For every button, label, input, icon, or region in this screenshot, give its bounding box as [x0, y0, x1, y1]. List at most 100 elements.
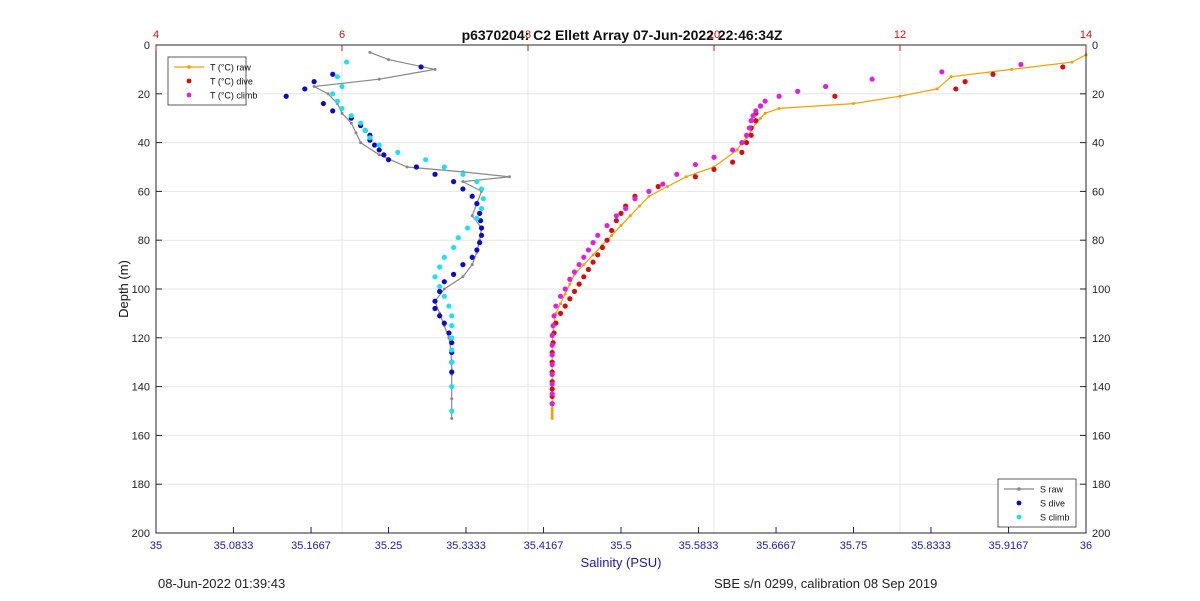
- data-point: [711, 154, 717, 160]
- data-point: [449, 347, 455, 353]
- data-point: [795, 88, 801, 94]
- data-point: [348, 113, 354, 119]
- data-point: [748, 118, 754, 124]
- series-t-dive: [549, 64, 1066, 407]
- y-tick-label: 140: [132, 382, 150, 394]
- data-point: [949, 75, 953, 79]
- data-point: [312, 84, 316, 88]
- y-tick-label: 0: [144, 40, 150, 52]
- y-axis-label: Depth (m): [116, 260, 131, 318]
- depth-axis-left: 0 20 40 60 80 100 120 140 160 180 200: [132, 40, 162, 540]
- y-tick-label-right: 120: [1092, 333, 1110, 345]
- data-point: [739, 140, 745, 146]
- legend-label: T (°C) climb: [210, 91, 257, 101]
- legend-temperature: T (°C) raw T (°C) dive T (°C) climb: [167, 56, 257, 106]
- x-bottom-tick-label: 35.75: [840, 540, 868, 552]
- data-point: [451, 179, 457, 185]
- data-point: [376, 147, 382, 153]
- data-point: [623, 205, 629, 212]
- data-point: [302, 86, 308, 92]
- x-bottom-tick-label: 35.8333: [911, 540, 951, 552]
- data-point: [437, 283, 443, 290]
- y-tick-label-right: 60: [1092, 186, 1104, 198]
- data-point: [460, 262, 466, 268]
- data-point: [368, 50, 372, 54]
- salinity-axis: 35 35.0833 35.1667 35.25 35.3333 35.4167 35.5 3…: [150, 527, 1092, 552]
- data-point: [567, 276, 573, 282]
- chart-title: p6370204: C2 Ellett Array 07-Jun-2022 22…: [462, 27, 783, 43]
- y-tick-label-right: 200: [1092, 528, 1110, 540]
- x-bottom-tick-label: 35.25: [375, 540, 403, 552]
- legend-label: T (°C) dive: [210, 77, 253, 87]
- depth-axis-right: 0 20 40 60 80 100 120 140 160 180 200: [1080, 40, 1110, 540]
- data-point: [359, 141, 363, 145]
- data-point: [692, 174, 699, 180]
- data-point: [349, 121, 353, 125]
- data-point: [441, 279, 447, 285]
- data-point: [441, 293, 447, 299]
- data-point: [748, 132, 754, 138]
- data-point: [477, 240, 483, 246]
- data-point: [962, 79, 968, 85]
- x-bottom-tick-label: 35.5833: [679, 540, 719, 552]
- x-bottom-tick-label: 35.0833: [214, 540, 254, 552]
- data-point: [549, 381, 555, 387]
- data-point: [377, 77, 381, 81]
- data-point: [474, 215, 480, 221]
- y-tick-label: 80: [138, 235, 150, 247]
- data-point: [478, 186, 485, 192]
- data-point: [619, 224, 623, 228]
- legend-swatch-marker: [1016, 514, 1022, 520]
- series-layer: [283, 50, 1088, 420]
- data-point: [582, 263, 586, 267]
- data-point: [549, 401, 555, 407]
- data-point: [1070, 60, 1074, 64]
- y-tick-label: 180: [132, 479, 150, 491]
- data-point: [750, 113, 756, 119]
- legend-swatch-marker: [1016, 500, 1022, 506]
- data-point: [1010, 67, 1014, 71]
- legend-salinity: S raw S dive S climb: [997, 478, 1077, 528]
- data-point: [461, 180, 465, 184]
- series-t-raw: [550, 53, 1088, 420]
- data-point: [595, 252, 601, 258]
- data-point: [423, 157, 429, 163]
- data-point: [550, 409, 554, 413]
- grid-lines: [155, 44, 1087, 534]
- data-point: [449, 384, 455, 390]
- data-point: [595, 232, 601, 238]
- data-point: [437, 313, 443, 319]
- data-point: [660, 181, 666, 187]
- data-point: [581, 254, 587, 260]
- data-point: [474, 179, 480, 185]
- data-point: [450, 397, 454, 401]
- data-point: [898, 94, 902, 98]
- data-point: [581, 274, 587, 280]
- data-point: [478, 205, 485, 212]
- series-s-climb: [330, 59, 486, 414]
- y-tick-label: 40: [138, 138, 150, 150]
- data-point: [480, 196, 486, 202]
- data-point: [666, 185, 669, 189]
- data-point: [354, 131, 358, 135]
- data-point: [376, 142, 382, 148]
- data-point: [449, 359, 455, 365]
- data-point: [441, 164, 447, 170]
- data-point: [735, 148, 739, 152]
- data-point: [776, 93, 782, 99]
- data-point: [330, 71, 336, 77]
- data-point: [460, 186, 466, 192]
- data-point: [474, 247, 480, 253]
- data-point: [474, 201, 480, 207]
- data-point: [567, 296, 573, 302]
- data-point: [762, 98, 768, 104]
- data-point: [330, 91, 336, 97]
- data-point: [757, 103, 764, 109]
- y-tick-label-right: 20: [1092, 89, 1104, 101]
- data-point: [823, 83, 829, 90]
- data-point: [609, 227, 615, 234]
- data-point: [562, 286, 568, 292]
- data-point: [451, 271, 457, 277]
- data-point: [418, 64, 424, 70]
